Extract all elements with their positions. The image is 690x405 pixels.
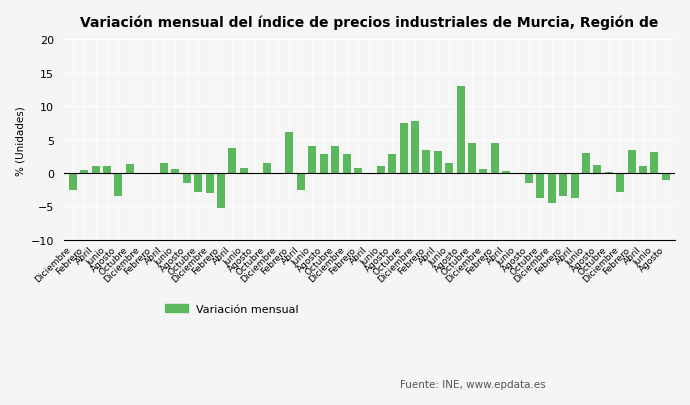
Bar xyxy=(639,167,647,174)
Bar xyxy=(536,174,544,199)
Y-axis label: % (Unidades): % (Unidades) xyxy=(15,106,25,175)
Bar xyxy=(342,154,351,174)
Bar xyxy=(137,174,145,175)
Bar xyxy=(115,174,122,197)
Bar xyxy=(513,174,522,175)
Bar xyxy=(616,174,624,192)
Bar xyxy=(171,170,179,174)
Bar xyxy=(434,151,442,174)
Bar xyxy=(593,166,602,174)
Bar xyxy=(365,174,373,175)
Bar xyxy=(457,87,464,174)
Bar xyxy=(651,153,658,174)
Bar xyxy=(195,174,202,192)
Bar xyxy=(92,167,99,174)
Bar xyxy=(319,154,328,174)
Bar xyxy=(263,164,270,174)
Bar xyxy=(400,124,408,174)
Bar xyxy=(240,169,248,174)
Bar xyxy=(217,174,225,209)
Bar xyxy=(628,150,635,174)
Bar xyxy=(548,174,556,204)
Bar xyxy=(502,172,510,174)
Bar xyxy=(377,167,385,174)
Bar xyxy=(388,155,396,174)
Bar xyxy=(286,132,293,174)
Bar xyxy=(183,174,191,183)
Bar xyxy=(354,168,362,174)
Bar xyxy=(662,174,670,180)
Legend: Variación mensual: Variación mensual xyxy=(161,300,304,319)
Bar xyxy=(331,147,339,174)
Title: Variación mensual del índice de precios industriales de Murcia, Región de: Variación mensual del índice de precios … xyxy=(80,15,658,30)
Bar xyxy=(308,147,316,174)
Bar xyxy=(228,149,237,174)
Bar xyxy=(297,174,305,190)
Bar xyxy=(422,150,431,174)
Bar xyxy=(559,174,567,197)
Bar xyxy=(468,144,476,174)
Bar xyxy=(80,170,88,174)
Bar xyxy=(525,174,533,183)
Bar xyxy=(582,153,590,174)
Bar xyxy=(480,170,487,174)
Text: Fuente: INE, www.epdata.es: Fuente: INE, www.epdata.es xyxy=(400,379,546,389)
Bar xyxy=(605,172,613,174)
Bar xyxy=(274,174,282,175)
Bar xyxy=(160,164,168,174)
Bar xyxy=(148,174,157,175)
Bar xyxy=(445,164,453,174)
Bar xyxy=(206,174,214,194)
Bar xyxy=(69,174,77,190)
Bar xyxy=(571,174,579,199)
Bar xyxy=(126,165,134,174)
Bar xyxy=(411,122,419,174)
Bar xyxy=(103,166,111,174)
Bar xyxy=(491,144,499,174)
